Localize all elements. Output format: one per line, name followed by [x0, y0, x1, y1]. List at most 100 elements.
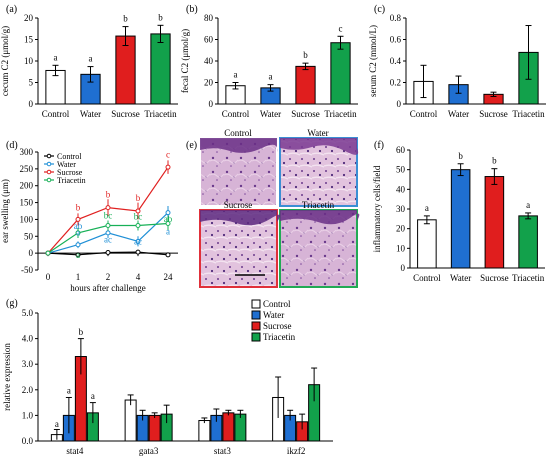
y-tick-label: 0.2 — [390, 78, 401, 88]
bar — [484, 176, 505, 269]
data-point — [135, 222, 141, 228]
bar — [295, 65, 316, 105]
legend-label: Control — [57, 152, 82, 161]
y-tick-label: 0 — [401, 263, 406, 273]
y-tick-label: 2.0 — [22, 385, 34, 395]
y-tick-label: 5 — [29, 78, 34, 88]
x-tick-label: stat3 — [214, 446, 231, 456]
x-tick-label: Triacetin — [512, 109, 545, 119]
significance-letter: b — [136, 193, 141, 203]
significance-letter: b — [106, 190, 111, 200]
x-tick-label: Water — [448, 109, 469, 119]
bar — [148, 414, 161, 442]
significance-letter: a — [526, 200, 530, 210]
significance-letter: ab — [74, 221, 83, 231]
panel-label-f: (f) — [374, 140, 384, 151]
bar — [234, 413, 247, 442]
data-point — [135, 208, 141, 214]
significance-letter: b — [303, 50, 308, 60]
data-point — [105, 230, 111, 236]
significance-letter: b — [76, 202, 81, 212]
significance-letter: bc — [134, 211, 143, 221]
x-tick-label: stat4 — [66, 446, 83, 456]
y-tick-label: 0.8 — [390, 13, 402, 23]
bar — [150, 33, 171, 105]
y-tick-label: 0.0 — [22, 436, 34, 446]
y-tick-label: 0.4 — [390, 56, 402, 66]
y-tick-label: 40 — [204, 56, 214, 66]
x-tick-label: ikzf2 — [287, 446, 306, 456]
significance-letter: a — [91, 391, 95, 401]
data-point — [75, 252, 81, 258]
y-tick-label: 10 — [24, 56, 34, 66]
x-tick-label: Control — [410, 109, 438, 119]
significance-letter: a — [76, 250, 80, 260]
y-axis-label: ear swelling (μm) — [0, 179, 10, 243]
micrograph-triacetin — [279, 209, 358, 288]
y-tick-label: 0 — [29, 248, 34, 258]
significance-letter: a — [269, 72, 273, 82]
data-point — [135, 249, 141, 255]
data-point — [45, 250, 51, 256]
data-point — [135, 238, 141, 244]
bar — [450, 169, 471, 269]
significance-letter: ac — [104, 234, 112, 244]
y-tick-label: 50 — [396, 165, 406, 175]
significance-letter: a — [76, 228, 80, 238]
x-tick-label: 2 — [106, 272, 111, 282]
y-tick-label: 60 — [204, 35, 214, 45]
x-tick-label: Sucrose — [479, 109, 508, 119]
bar — [198, 420, 211, 442]
panel-label-d: (d) — [6, 140, 18, 151]
data-point — [105, 205, 111, 211]
x-tick-label: 0 — [46, 272, 51, 282]
data-point — [75, 230, 81, 236]
y-tick-label: 15 — [24, 35, 34, 45]
significance-letter: b — [79, 327, 84, 337]
x-tick-label: Triacetin — [512, 273, 545, 283]
significance-letter: a — [54, 52, 58, 62]
panel-label-a: (a) — [6, 4, 17, 15]
data-point — [165, 164, 171, 170]
bar — [124, 399, 137, 442]
significance-letter: b — [492, 156, 497, 166]
data-point — [165, 252, 171, 258]
panel-label-e: (e) — [186, 140, 197, 151]
y-tick-label: 60 — [396, 145, 406, 155]
data-point — [165, 220, 171, 226]
legend-label: Sucrose — [263, 321, 292, 331]
legend-swatch — [251, 332, 261, 342]
y-tick-label: 30 — [396, 204, 406, 214]
x-tick-label: Sucrose — [111, 109, 140, 119]
y-tick-label: 100 — [20, 214, 34, 224]
legend-label: Water — [263, 310, 284, 320]
panel-label-g: (g) — [6, 298, 18, 309]
y-tick-label: 0 — [397, 99, 402, 109]
y-tick-label: -50 — [21, 265, 33, 275]
chart-f: 0 10 20 30 40 50 60 a Control b Water b Sucrose a Tria… — [372, 145, 545, 283]
significance-letter: a — [234, 70, 238, 80]
bar — [330, 42, 351, 105]
data-point — [75, 242, 81, 248]
legend-label: Triacetin — [57, 176, 86, 185]
data-point — [105, 222, 111, 228]
legend-swatch — [251, 310, 261, 320]
y-tick-label: 80 — [204, 13, 214, 23]
y-tick-label: 0 — [209, 99, 214, 109]
y-tick-label: 0 — [29, 99, 34, 109]
panel-label-b: (b) — [186, 4, 198, 15]
significance-letter: a — [55, 419, 59, 429]
x-tick-label: gata3 — [139, 446, 159, 456]
y-tick-label: 50 — [24, 231, 34, 241]
data-point — [75, 216, 81, 222]
chart-c: 0 0.2 0.4 0.6 0.8 Control Water Sucrose Triaceti… — [368, 13, 546, 119]
y-tick-label: 20 — [396, 224, 406, 234]
bar — [115, 35, 136, 105]
y-tick-label: 4.0 — [22, 334, 34, 344]
legend-marker — [46, 169, 52, 175]
legend-marker — [46, 177, 52, 183]
legend-label: Sucrose — [57, 168, 83, 177]
x-axis-label: hours after challenge — [70, 283, 145, 293]
